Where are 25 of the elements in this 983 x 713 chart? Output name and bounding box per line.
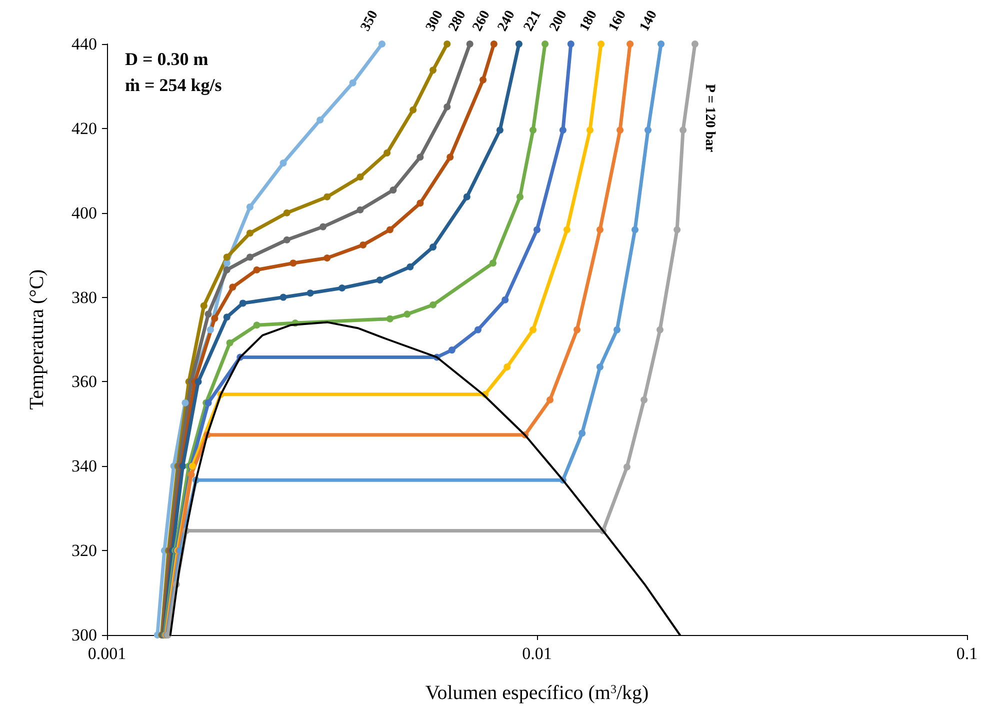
y-axis-title: Temperatura (°C) (26, 269, 48, 410)
text: 200 (547, 8, 570, 34)
text: 140 (637, 8, 660, 34)
text: 240 (495, 8, 518, 34)
text: 180 (577, 8, 600, 34)
annotation: D = 0.30 m (125, 49, 208, 69)
y-tick-label: 300 (72, 626, 97, 644)
annotation: ṁ = 254 kg/s (125, 75, 222, 95)
text: 350 (358, 8, 382, 34)
y-tick-label: 420 (72, 118, 97, 138)
y-tick-label: 360 (72, 372, 97, 392)
x-tick-label: 0.1 (956, 644, 978, 663)
y-tick-label: 440 (72, 34, 97, 54)
text: 160 (606, 8, 630, 34)
y-tick-label: 400 (72, 203, 97, 222)
text: 300 (423, 8, 446, 34)
y-tick-label: 320 (72, 541, 97, 560)
y-tick-label: 340 (72, 456, 97, 476)
text: 280 (446, 8, 470, 34)
text: 260 (470, 8, 494, 34)
text: P = 120 bar (702, 84, 717, 152)
y-tick-label: 380 (72, 288, 97, 307)
x-tick-label: 0.001 (88, 644, 126, 663)
text: 221 (521, 8, 544, 34)
x-tick-label: 0.01 (522, 644, 552, 663)
